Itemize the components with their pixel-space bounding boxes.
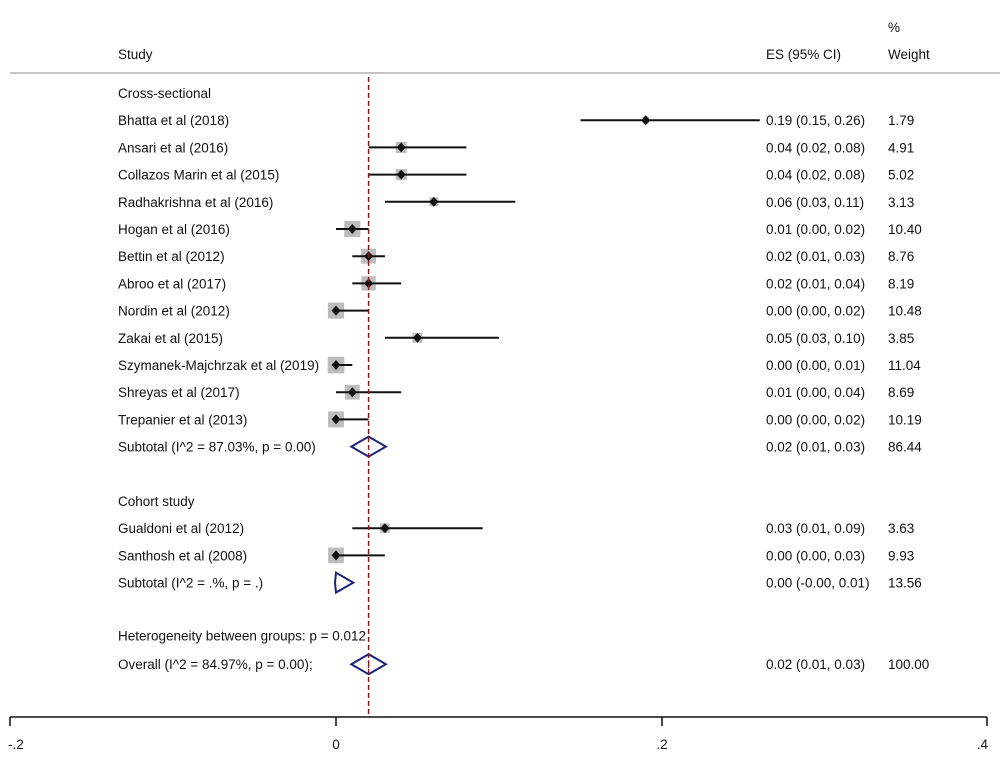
point-estimate — [331, 414, 341, 425]
subtotal-diamond — [333, 570, 356, 595]
study-label: Hogan et al (2016) — [118, 222, 230, 237]
header-weight-percent: % — [888, 20, 900, 35]
x-tick-label: .4 — [977, 737, 989, 752]
study-label: Shreyas et al (2017) — [118, 385, 240, 400]
point-estimate — [396, 169, 406, 180]
weight-text: 3.63 — [888, 521, 914, 536]
x-tick-label: 0 — [332, 737, 340, 752]
weight-text: 100.00 — [888, 657, 929, 672]
study-label: Abroo et al (2017) — [118, 276, 226, 291]
weight-text: 3.85 — [888, 331, 914, 346]
point-estimate — [641, 115, 651, 126]
weight-text: 11.04 — [888, 358, 921, 373]
study-label: Nordin et al (2012) — [118, 304, 230, 319]
header-es: ES (95% CI) — [766, 47, 841, 62]
weight-text: 8.69 — [888, 385, 914, 400]
point-estimate — [331, 305, 341, 316]
weight-text: 4.91 — [888, 140, 914, 155]
es-ci-text: 0.04 (0.02, 0.08) — [766, 168, 865, 183]
overall-label: Overall (I^2 = 84.97%, p = 0.00); — [118, 657, 313, 672]
es-ci-text: 0.00 (-0.00, 0.01) — [766, 576, 870, 591]
study-label: Bhatta et al (2018) — [118, 113, 229, 128]
weight-text: 5.02 — [888, 168, 914, 183]
weight-text: 10.19 — [888, 412, 922, 427]
point-estimate — [347, 224, 357, 234]
subtotal-diamond — [349, 435, 388, 458]
study-label: Collazos Marin et al (2015) — [118, 168, 279, 183]
point-estimate — [331, 550, 341, 561]
weight-text: 9.93 — [888, 548, 914, 563]
subtotal-label: Subtotal (I^2 = .%, p = .) — [118, 576, 263, 591]
es-ci-text: 0.00 (0.00, 0.03) — [766, 548, 865, 563]
heterogeneity-label: Heterogeneity between groups: p = 0.012 — [118, 629, 366, 644]
group-label: Cohort study — [118, 494, 195, 509]
es-ci-text: 0.01 (0.00, 0.04) — [766, 385, 865, 400]
x-tick-label: .2 — [656, 737, 667, 752]
es-ci-text: 0.00 (0.00, 0.02) — [766, 304, 865, 319]
es-ci-text: 0.02 (0.01, 0.03) — [766, 440, 865, 455]
study-label: Bettin et al (2012) — [118, 249, 225, 264]
study-label: Santhosh et al (2008) — [118, 548, 247, 563]
header-weight: Weight — [888, 47, 930, 62]
weight-text: 10.40 — [888, 222, 922, 237]
es-ci-text: 0.02 (0.01, 0.03) — [766, 249, 865, 264]
study-label: Trepanier et al (2013) — [118, 412, 247, 427]
es-ci-text: 0.03 (0.01, 0.09) — [766, 521, 865, 536]
header-study: Study — [118, 47, 153, 62]
x-tick-label: -.2 — [8, 737, 24, 752]
study-label: Zakai et al (2015) — [118, 331, 223, 346]
es-ci-text: 0.00 (0.00, 0.02) — [766, 412, 865, 427]
weight-text: 3.13 — [888, 195, 914, 210]
weight-text: 13.56 — [888, 576, 922, 591]
es-ci-text: 0.06 (0.03, 0.11) — [766, 195, 864, 210]
es-ci-text: 0.01 (0.00, 0.02) — [766, 222, 865, 237]
study-label: Ansari et al (2016) — [118, 140, 228, 155]
overall-diamond — [349, 653, 388, 676]
study-label: Radhakrishna et al (2016) — [118, 195, 273, 210]
es-ci-text: 0.19 (0.15, 0.26) — [766, 113, 865, 128]
weight-text: 8.19 — [888, 276, 914, 291]
es-ci-text: 0.05 (0.03, 0.10) — [766, 331, 865, 346]
point-estimate — [331, 360, 341, 370]
es-ci-text: 0.02 (0.01, 0.03) — [766, 657, 865, 672]
point-estimate — [347, 387, 357, 398]
es-ci-text: 0.00 (0.00, 0.01) — [766, 358, 865, 373]
point-estimate — [429, 196, 439, 207]
es-ci-text: 0.04 (0.02, 0.08) — [766, 140, 865, 155]
point-estimate — [396, 142, 406, 153]
subtotal-label: Subtotal (I^2 = 87.03%, p = 0.00) — [118, 440, 316, 455]
study-label: Gualdoni et al (2012) — [118, 521, 244, 536]
study-label: Szymanek-Majchrzak et al (2019) — [118, 358, 319, 373]
weight-text: 86.44 — [888, 440, 922, 455]
point-estimate — [413, 332, 422, 343]
point-estimate — [364, 278, 374, 289]
point-estimate — [380, 523, 390, 534]
weight-text: 10.48 — [888, 304, 922, 319]
weight-text: 1.79 — [888, 113, 914, 128]
weight-text: 8.76 — [888, 249, 914, 264]
group-label: Cross-sectional — [118, 86, 211, 101]
es-ci-text: 0.02 (0.01, 0.04) — [766, 276, 865, 291]
